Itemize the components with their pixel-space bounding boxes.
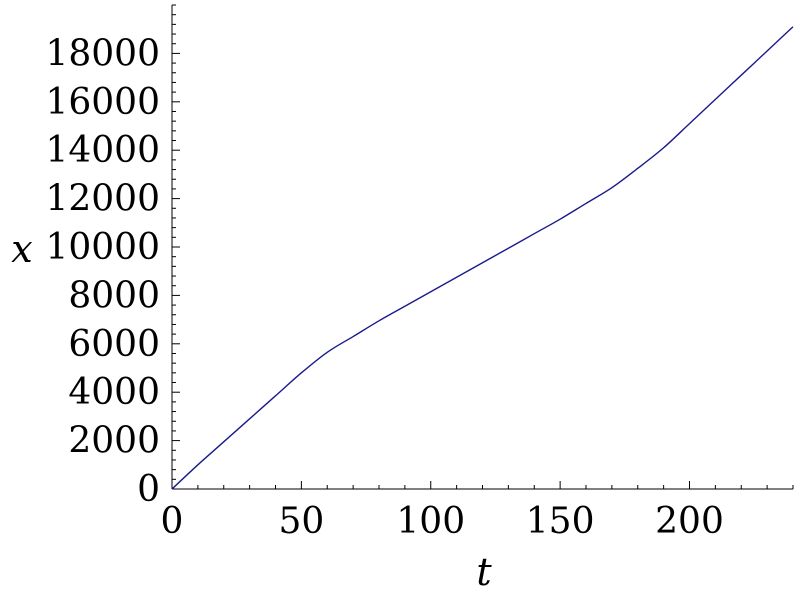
x-axis-title: t — [476, 550, 492, 594]
data-point — [560, 219, 561, 220]
data-point — [404, 306, 405, 307]
x-tick-label: 100 — [396, 501, 465, 542]
data-point — [327, 352, 328, 353]
data-point — [715, 99, 716, 100]
y-tick-label: 14000 — [45, 130, 160, 171]
y-tick-label: 12000 — [45, 179, 160, 220]
data-point — [611, 187, 612, 188]
y-tick-label: 8000 — [68, 275, 160, 316]
y-tick-label: 2000 — [68, 421, 160, 462]
data-point — [353, 336, 354, 337]
y-tick-label: 0 — [137, 469, 160, 510]
data-point — [741, 75, 742, 76]
y-axis-ticks: 0 2000 4000 6000 8000 10000 12000 14000 16000 180… — [45, 4, 180, 510]
data-point — [301, 372, 302, 373]
data-point — [534, 233, 535, 234]
y-tick-label: 18000 — [45, 33, 160, 74]
y-tick-label: 4000 — [68, 372, 160, 413]
data-point — [249, 418, 250, 419]
data-point — [792, 26, 793, 27]
y-tick-label: 6000 — [68, 324, 160, 365]
y-tick-label: 10000 — [45, 227, 160, 268]
data-point — [275, 395, 276, 396]
x-tick-label: 50 — [278, 501, 324, 542]
data-point — [689, 123, 690, 124]
x-tick-label: 200 — [655, 501, 724, 542]
data-point — [223, 441, 224, 442]
data-point — [508, 248, 509, 249]
data-point — [430, 291, 431, 292]
series-layer — [171, 26, 794, 490]
data-point — [456, 277, 457, 278]
data-point — [767, 50, 768, 51]
data-point — [637, 168, 638, 169]
data-point — [171, 488, 172, 489]
y-tick-label: 16000 — [45, 82, 160, 123]
data-point — [378, 320, 379, 321]
x-tick-label: 150 — [526, 501, 595, 542]
x-tick-label: 0 — [161, 501, 184, 542]
data-point — [482, 262, 483, 263]
x-axis-ticks: 0 50 100 150 200 — [161, 481, 794, 542]
data-point — [663, 147, 664, 148]
data-point — [585, 203, 586, 204]
data-point — [197, 464, 198, 465]
axes — [171, 5, 793, 490]
series-line — [171, 26, 794, 490]
y-axis-title: x — [11, 227, 32, 271]
